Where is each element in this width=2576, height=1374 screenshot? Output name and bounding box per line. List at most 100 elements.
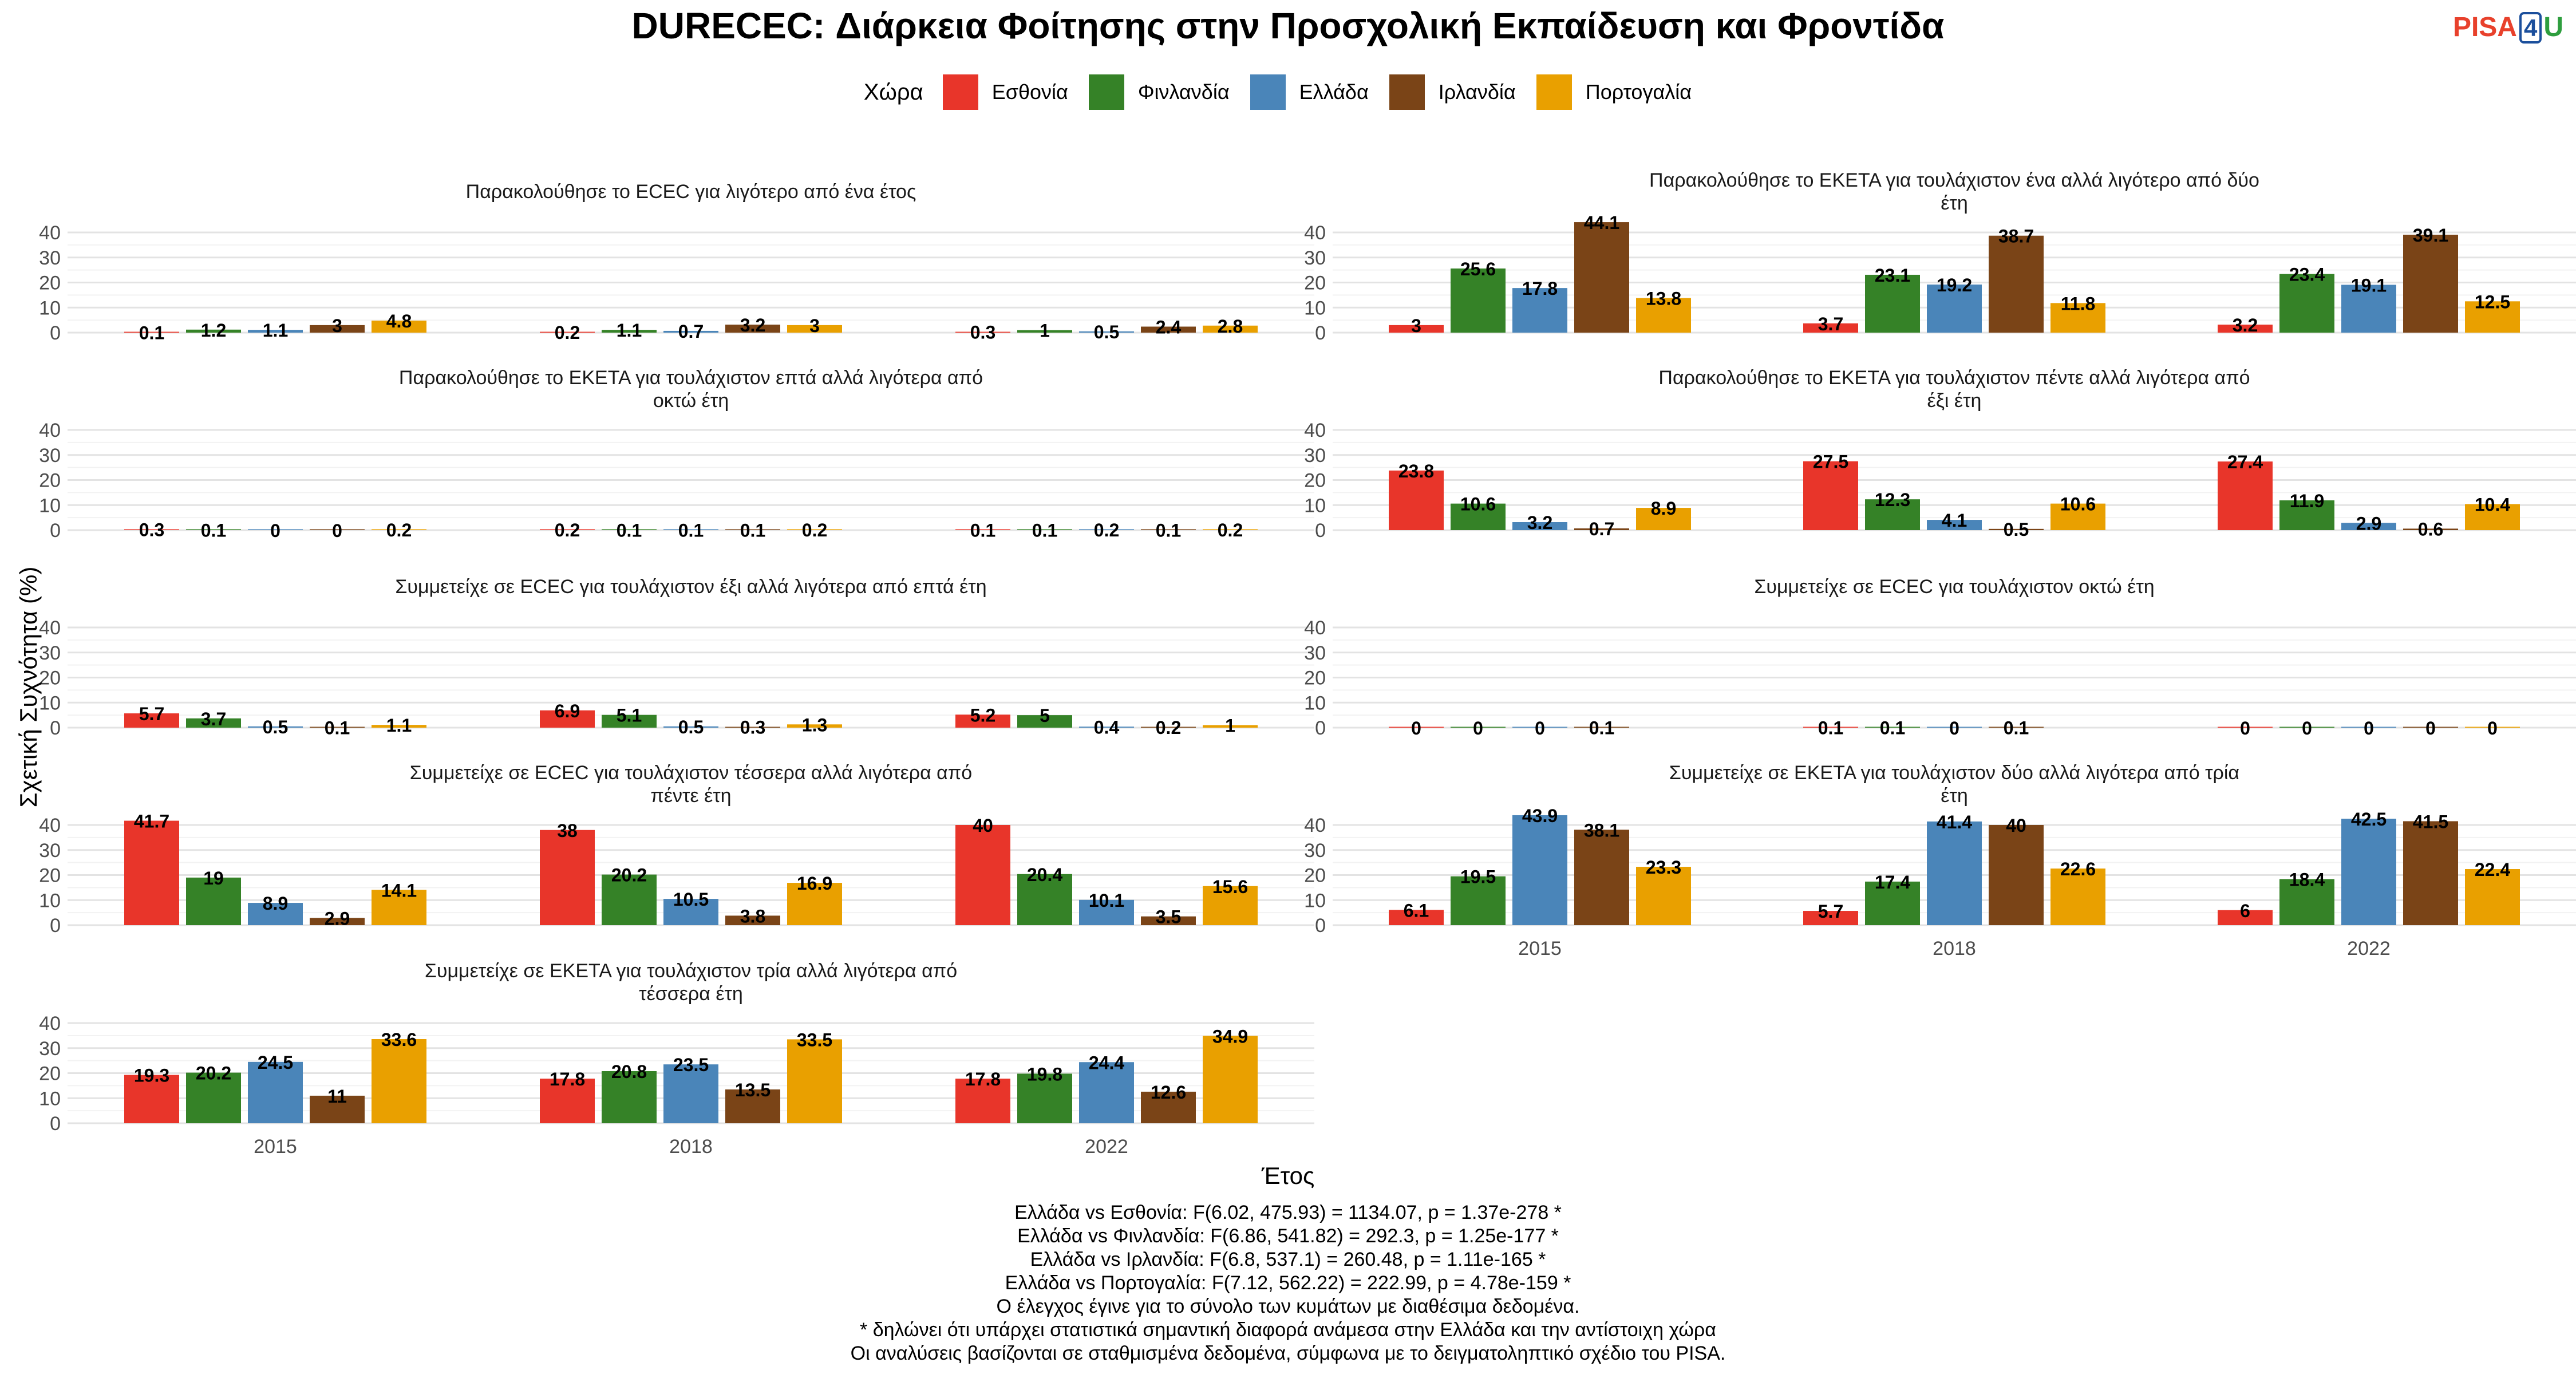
y-axis-label: Σχετική Συχνότητα (%) [15,566,42,808]
panel-title: Συμμετείχε σε ECEC για τουλάχιστον τέσσε… [410,762,972,784]
x-axis-label: Έτος [1261,1162,1315,1189]
data-label: 23.1 [1875,265,1910,286]
logo-part-3: U [2543,12,2563,42]
data-label: 0.2 [386,520,412,540]
bar [725,727,780,728]
data-label: 2.8 [1218,316,1243,337]
bar [1803,727,1858,728]
bar [1017,529,1072,530]
y-tick-label: 10 [39,890,61,911]
bar [663,899,718,925]
data-label: 20.2 [196,1063,231,1084]
data-label: 0 [1473,718,1483,739]
bar [955,331,1010,333]
data-label: 3.2 [740,315,765,335]
y-tick-label: 20 [1304,865,1326,887]
y-tick-label: 20 [39,865,61,887]
y-tick-label: 0 [50,520,61,542]
data-label: 33.5 [797,1029,832,1050]
data-label: 42.5 [2351,809,2387,830]
bar [540,710,595,728]
bar [787,325,842,333]
data-label: 0.2 [1218,520,1243,540]
panel-title: έτη [1941,192,1968,214]
data-label: 5 [1040,705,1050,726]
data-label: 12.3 [1875,489,1910,510]
legend-swatch [1536,74,1572,110]
bar [1203,325,1258,333]
data-label: 0.1 [139,323,164,344]
bar [1079,331,1134,333]
data-label: 6.1 [1404,900,1429,921]
data-label: 19.3 [134,1065,169,1086]
bar [725,1089,780,1123]
panel-title: Συμμετείχε σε ECEC για τουλάχιστον έξι α… [395,576,986,598]
data-label: 34.9 [1212,1026,1248,1047]
data-label: 1.1 [617,320,642,341]
bar [186,329,241,333]
y-tick-label: 30 [1304,642,1326,664]
data-label: 17.4 [1875,872,1910,893]
data-label: 1.1 [263,320,288,341]
data-label: 0.7 [1589,519,1614,539]
data-label: 0.5 [2004,519,2029,540]
data-label: 0.1 [1032,520,1057,541]
bar [1141,326,1196,333]
data-label: 0 [2302,718,2312,739]
bar [310,325,365,333]
bar [1574,830,1629,925]
data-label: 22.6 [2060,859,2096,879]
x-tick-label: 2022 [2347,938,2391,960]
bar [248,1061,303,1123]
legend-label: Ιρλανδία [1438,80,1516,104]
bar [1927,520,1982,530]
data-label: 38.7 [1998,226,2034,247]
data-label: 43.9 [1522,806,1558,826]
data-label: 10.5 [673,889,709,910]
legend-item-finland: Φινλανδία [1088,74,1230,110]
bar [2050,868,2105,925]
data-label: 0.1 [1156,520,1181,541]
bar [540,830,595,925]
legend-item-portugal: Πορτογαλία [1536,74,1692,110]
y-tick-label: 30 [39,1038,61,1060]
y-tick-label: 10 [39,1088,61,1110]
bar [602,714,657,728]
y-tick-label: 0 [50,322,61,344]
legend-swatch [1250,74,1286,110]
data-label: 38.1 [1584,820,1619,840]
legend-item-estonia: Εσθονία [942,74,1068,110]
bar [1141,727,1196,728]
bar [1017,874,1072,925]
bar [310,529,365,530]
legend-item-ireland: Ιρλανδία [1389,74,1516,110]
bar [124,331,179,333]
data-label: 19 [203,868,224,889]
y-tick-label: 0 [1315,915,1326,937]
chart-legend: Χώρα Εσθονία Φινλανδία Ελλάδα Ιρλανδία Π… [0,74,2576,110]
y-tick-label: 40 [39,222,61,244]
bar [124,820,179,925]
y-tick-label: 20 [39,1063,61,1085]
data-label: 3 [1411,315,1421,336]
bar [2341,285,2396,333]
legend-label: Εσθονία [991,80,1068,104]
note-line: Ελλάδα vs Φινλανδία: F(6.86, 541.82) = 2… [1017,1225,1559,1247]
data-label: 13.5 [735,1080,771,1100]
bar [2341,819,2396,925]
bar [2465,727,2520,728]
data-label: 1 [1225,716,1235,736]
bar [663,1064,718,1123]
note-line: Ο έλεγχος έγινε για το σύνολο των κυμάτω… [996,1296,1580,1317]
bar [1636,867,1691,925]
x-tick-label: 2018 [1933,938,1976,960]
data-label: 5.7 [1818,901,1843,922]
data-label: 19.1 [2351,275,2387,295]
bar [310,918,365,925]
bar [663,726,718,728]
data-label: 14.1 [381,880,417,901]
bar [1389,910,1444,925]
data-label: 1.2 [201,320,226,341]
